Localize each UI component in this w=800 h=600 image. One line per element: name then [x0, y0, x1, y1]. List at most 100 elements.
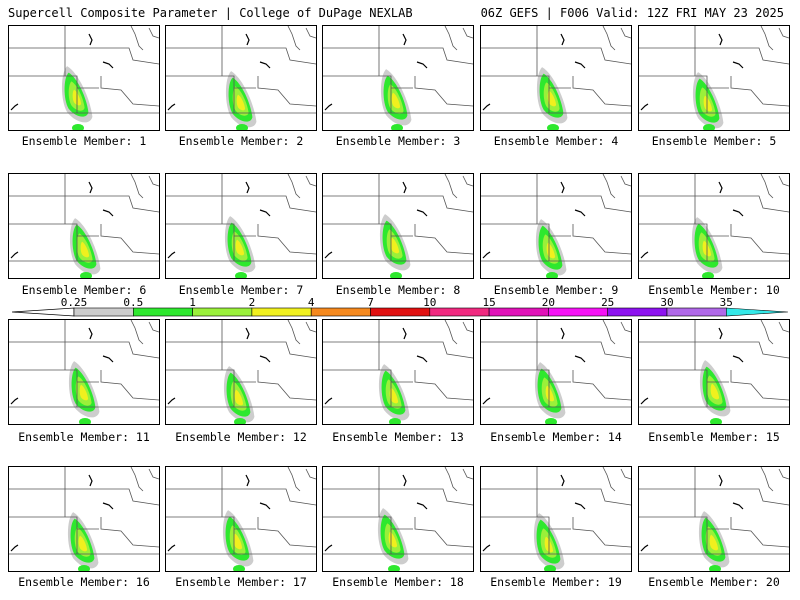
ensemble-member-label: Ensemble Member: 14 [490, 430, 622, 444]
ensemble-map [481, 467, 631, 571]
ensemble-map [9, 26, 159, 130]
colorbar-swatch [192, 307, 253, 317]
colorbar-tick-label: 15 [482, 296, 495, 309]
colorbar-tick-label: 1 [189, 296, 196, 309]
ensemble-map-panel [8, 466, 160, 572]
ensemble-member-label: Ensemble Member: 19 [490, 575, 622, 589]
state-borders [639, 174, 789, 262]
ensemble-map [9, 320, 159, 424]
scp-contour-2 [389, 387, 399, 404]
ensemble-map [481, 26, 631, 130]
state-borders [639, 320, 789, 408]
ensemble-map [323, 26, 473, 130]
ensemble-member-label: Ensemble Member: 3 [335, 134, 461, 148]
scp-contour-2 [390, 237, 400, 254]
ensemble-map [9, 467, 159, 571]
ensemble-map [166, 467, 316, 571]
colorbar-tick-label: 0.5 [123, 296, 143, 309]
river-lines [718, 327, 744, 363]
lake-coast [640, 103, 649, 111]
ensemble-map-panel [322, 173, 474, 279]
lake-coast [10, 103, 19, 111]
lake-coast [324, 544, 333, 552]
river-lines [718, 474, 744, 510]
lake-coast [10, 544, 19, 552]
ensemble-member-label: Ensemble Member: 1 [21, 134, 147, 148]
colorbar-swatch [666, 307, 727, 317]
ensemble-member-label: Ensemble Member: 15 [648, 430, 780, 444]
colorbar-swatch [370, 307, 431, 317]
map-title: Supercell Composite Parameter | College … [8, 6, 413, 20]
river-lines [718, 181, 744, 217]
colorbar-swatch [548, 307, 609, 317]
river-lines [402, 474, 428, 510]
ensemble-map [639, 26, 789, 130]
scp-contour-2 [78, 535, 88, 552]
ensemble-member-label: Ensemble Member: 5 [651, 134, 777, 148]
river-lines [245, 474, 271, 510]
ensemble-member-label: Ensemble Member: 18 [332, 575, 464, 589]
ensemble-member-label: Ensemble Member: 13 [332, 430, 464, 444]
ensemble-member-label: Ensemble Member: 7 [178, 283, 304, 297]
ensemble-map-panel [165, 466, 317, 572]
ensemble-map-panel [480, 319, 632, 425]
ensemble-member-label: Ensemble Member: 17 [175, 575, 307, 589]
lake-coast [482, 251, 491, 259]
river-lines [88, 33, 114, 69]
state-borders [481, 26, 631, 114]
lake-coast [10, 397, 19, 405]
scp-contour-south [233, 565, 245, 571]
ensemble-map-panel [638, 466, 790, 572]
state-borders [323, 320, 473, 408]
colorbar-tick-label: 30 [660, 296, 673, 309]
scp-contour-south [234, 418, 246, 424]
colorbar-tick-label: 35 [720, 296, 733, 309]
ensemble-map-panel [8, 319, 160, 425]
ensemble-map-panel [8, 25, 160, 131]
ensemble-map [323, 467, 473, 571]
scp-contour-2 [80, 241, 90, 258]
scp-contour-south [391, 124, 403, 130]
scp-contour-2 [79, 384, 89, 401]
ensemble-member-label: Ensemble Member: 4 [493, 134, 619, 148]
scp-contour-2 [236, 94, 246, 111]
state-borders [166, 467, 316, 555]
scp-contour-2 [391, 92, 401, 109]
scp-contour-2 [235, 239, 245, 256]
colorbar-swatch [429, 307, 490, 317]
scp-contour-south [709, 565, 721, 571]
state-borders [323, 467, 473, 555]
state-borders [9, 174, 159, 262]
ensemble-member-label: Ensemble Member: 6 [21, 283, 147, 297]
scp-contour-2 [545, 385, 555, 402]
scp-contour-south [702, 272, 714, 278]
colorbar-swatch [310, 307, 371, 317]
state-borders [166, 174, 316, 262]
colorbar-tick-label: 20 [542, 296, 555, 309]
ensemble-map [481, 320, 631, 424]
ensemble-map-panel [638, 319, 790, 425]
ensemble-map [639, 320, 789, 424]
scp-contour-south [80, 272, 92, 278]
colorbar-swatch [607, 307, 668, 317]
scp-contour-south [545, 418, 557, 424]
state-borders [323, 174, 473, 262]
river-lines [402, 327, 428, 363]
state-borders [166, 320, 316, 408]
ensemble-member-label: Ensemble Member: 12 [175, 430, 307, 444]
river-lines [560, 474, 586, 510]
river-lines [88, 474, 114, 510]
ensemble-map-panel [165, 25, 317, 131]
scp-contour-south [388, 565, 400, 571]
state-borders [481, 320, 631, 408]
ensemble-map [166, 174, 316, 278]
state-borders [323, 26, 473, 114]
ensemble-map [166, 320, 316, 424]
river-lines [560, 327, 586, 363]
ensemble-map [166, 26, 316, 130]
state-borders [481, 467, 631, 555]
ensemble-member-label: Ensemble Member: 20 [648, 575, 780, 589]
ensemble-member-label: Ensemble Member: 16 [18, 575, 150, 589]
ensemble-map-panel [165, 173, 317, 279]
colorbar-swatch [73, 307, 134, 317]
